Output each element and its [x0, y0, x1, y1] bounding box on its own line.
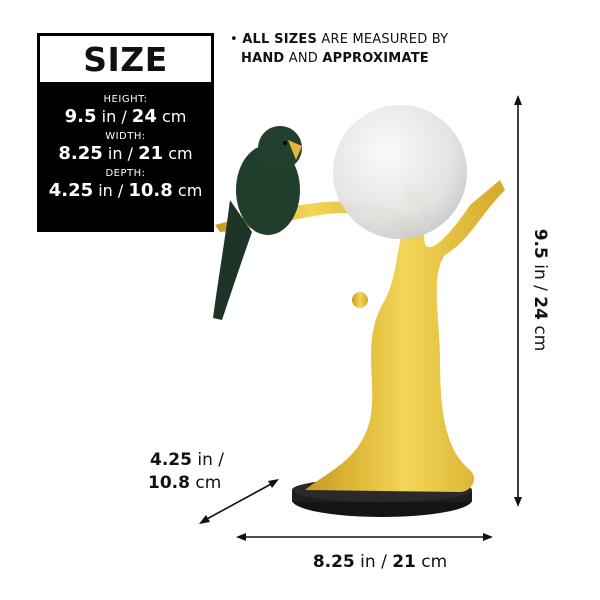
height-dimension-label: 9.5 in / 24 cm	[530, 228, 550, 352]
depth-dimension-label-cm: 10.8 cm	[148, 473, 222, 493]
width-dimension-label: 8.25 in / 21 cm	[312, 552, 448, 572]
height-value: 9.5 in / 24 cm	[64, 106, 187, 127]
measurement-note: • ALL SIZES ARE MEASURED BY HAND AND APP…	[230, 32, 449, 66]
size-title: SIZE	[40, 36, 211, 82]
width-value: 8.25 in / 21 cm	[58, 143, 193, 164]
depth-label: DEPTH:	[105, 168, 146, 179]
width-label: WIDTH:	[105, 131, 146, 142]
size-box: SIZE HEIGHT: 9.5 in / 24 cm WIDTH: 8.25 …	[37, 33, 214, 232]
depth-dimension-label-inches: 4.25 in /	[150, 450, 224, 470]
crystal-sphere	[333, 105, 467, 239]
depth-value: 4.25 in / 10.8 cm	[48, 180, 203, 201]
height-label: HEIGHT:	[103, 94, 148, 105]
parrot	[213, 126, 302, 320]
dimension-arrows	[199, 95, 522, 541]
